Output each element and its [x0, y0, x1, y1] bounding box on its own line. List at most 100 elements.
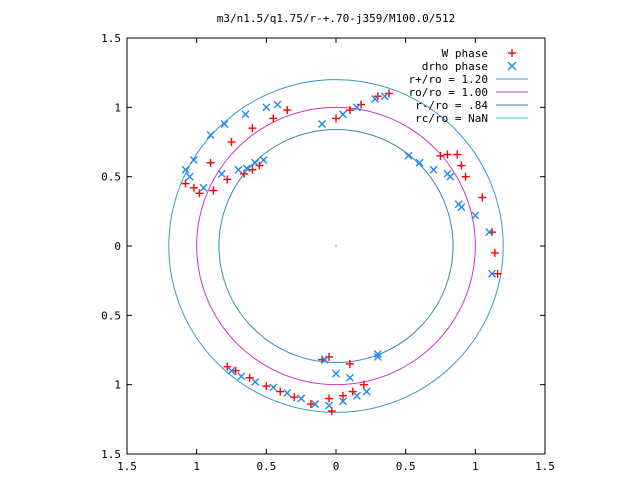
drho-phase-point — [352, 391, 361, 400]
drho-phase-point — [241, 110, 250, 119]
drho-phase-point — [320, 355, 329, 364]
x-axis-ticks: 1.5 1 0.5 0 0.5 1 1.5 — [117, 38, 555, 473]
drho-phase-point — [297, 394, 306, 403]
legend-entry: r-/ro = .84 — [415, 99, 528, 112]
w-phase-point — [306, 400, 315, 409]
w-phase-point — [181, 179, 190, 188]
drho-phase-point — [234, 165, 243, 174]
chart-title: m3/n1.5/q1.75/r-+.70-j359/M100.0/512 — [217, 12, 455, 25]
w-phase-point — [357, 100, 366, 109]
w-phase-point — [325, 394, 334, 403]
drho-phase-point — [217, 169, 226, 178]
drho-phase-point — [471, 211, 480, 220]
legend-label: r-/ro = .84 — [415, 99, 488, 112]
w-phase-point — [359, 380, 368, 389]
origin-dot — [335, 245, 337, 247]
drho-phase-point — [457, 203, 466, 212]
drho-phase-point — [446, 172, 455, 181]
w-phase-point — [209, 186, 218, 195]
x-tick-label: 0 — [333, 460, 340, 473]
y-tick-label: 1 — [114, 101, 121, 114]
w-phase-point — [248, 124, 257, 133]
series-drho-phase — [181, 92, 497, 410]
legend-label: drho phase — [422, 60, 488, 73]
drho-phase-point — [338, 110, 347, 119]
drho-phase-point — [485, 228, 494, 237]
w-phase-point — [255, 161, 264, 170]
w-phase-point — [276, 387, 285, 396]
drho-phase-point — [415, 158, 424, 167]
w-phase-point — [262, 382, 271, 391]
w-phase-point — [189, 183, 198, 192]
drho-phase-point — [429, 165, 438, 174]
drho-phase-point — [332, 369, 340, 378]
drho-phase-point — [185, 172, 194, 181]
drho-phase-point — [273, 100, 282, 109]
circle-ro — [196, 106, 476, 386]
w-phase-point — [223, 362, 232, 371]
w-phase-point — [223, 175, 232, 184]
drho-phase-point — [269, 383, 278, 392]
drho-phase-point — [345, 373, 354, 382]
w-phase-point — [325, 352, 334, 361]
w-phase-point — [461, 172, 470, 181]
y-tick-label: 1.5 — [101, 32, 121, 45]
w-phase-point — [345, 106, 354, 115]
drho-phase-point — [373, 352, 382, 361]
drho-phase-point — [262, 103, 271, 112]
legend-entry: drho phase — [422, 60, 517, 73]
series-w-phase — [181, 89, 502, 416]
legend-entry: rc/ro = NaN — [415, 112, 528, 125]
w-phase-point — [493, 269, 502, 278]
w-phase-point — [231, 366, 240, 375]
w-phase-point — [227, 138, 236, 146]
drho-phase-point — [362, 387, 371, 396]
legend-entry: ro/ro = 1.00 — [409, 86, 528, 99]
y-tick-label: 1 — [114, 379, 121, 392]
w-phase-point — [436, 151, 445, 160]
legend-label: rc/ro = NaN — [415, 112, 488, 125]
drho-phase-point — [325, 401, 334, 410]
drho-phase-point — [242, 164, 251, 173]
drho-phase-point — [220, 119, 229, 128]
y-axis-ticks: 1.5 1 0.5 0 0.5 1 1.5 — [101, 32, 545, 461]
w-phase-point — [283, 106, 292, 115]
w-phase-point — [478, 193, 487, 202]
drho-phase-point — [259, 156, 268, 165]
x-tick-label: 1.5 — [535, 460, 555, 473]
y-tick-label: 1.5 — [101, 448, 121, 461]
w-phase-point — [338, 391, 347, 400]
x-tick-label: 1 — [472, 460, 479, 473]
w-phase-point — [348, 387, 357, 396]
drho-phase-point — [404, 151, 413, 160]
w-phase-point — [345, 359, 354, 368]
drho-phase-point — [338, 397, 347, 406]
y-tick-label: 0 — [114, 240, 121, 253]
drho-phase-point — [488, 269, 497, 278]
w-phase-point — [443, 150, 452, 159]
drho-phase-point — [283, 388, 292, 397]
w-phase-point — [195, 189, 204, 198]
drho-phase-point — [318, 119, 327, 128]
legend-entry: W phase — [442, 47, 516, 60]
drho-phase-point — [189, 156, 198, 165]
circle-r- — [218, 129, 454, 363]
x-tick-label: 0.5 — [256, 460, 276, 473]
legend-label: r+/ro = 1.20 — [409, 73, 488, 86]
w-phase-point — [490, 248, 499, 257]
w-phase-point — [332, 114, 340, 123]
reference-circles — [168, 79, 504, 413]
w-phase-point — [457, 161, 466, 170]
drho-phase-point — [251, 377, 260, 386]
legend-entry: r+/ro = 1.20 — [409, 73, 528, 86]
drho-phase-point — [380, 92, 389, 101]
circle-r- — [168, 79, 504, 413]
y-tick-label: 0.5 — [101, 171, 121, 184]
w-phase-point — [384, 89, 393, 98]
w-phase-point — [206, 158, 215, 167]
drho-phase-point — [227, 366, 236, 375]
drho-phase-point — [352, 103, 361, 112]
x-tick-label: 1 — [193, 460, 200, 473]
